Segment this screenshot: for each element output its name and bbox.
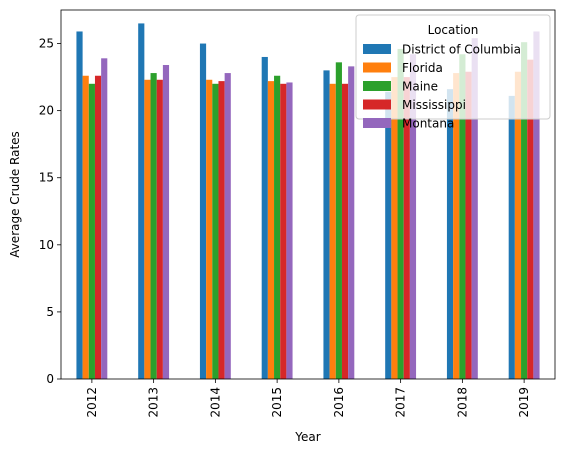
plot-frame xyxy=(60,9,556,380)
x-tick-label: 2014 xyxy=(208,387,222,418)
legend-swatch xyxy=(363,118,391,128)
bar-montana-2018 xyxy=(471,38,478,380)
x-tick-label: 2013 xyxy=(147,387,161,418)
legend-label: Florida xyxy=(402,61,443,75)
bar-montana-2017 xyxy=(409,54,417,379)
bar-florida-2016 xyxy=(329,83,336,380)
y-tick-label: 15 xyxy=(39,171,54,185)
legend-box xyxy=(355,14,551,120)
bar-district-of-columbia-2014 xyxy=(199,43,207,380)
bar-maine-2018 xyxy=(459,54,466,379)
bar-mississippi-2012 xyxy=(94,75,102,379)
legend-label: Mississippi xyxy=(402,98,466,112)
y-axis: 0 5 10 15 20 25 xyxy=(39,37,61,386)
legend-title: Location xyxy=(428,23,479,37)
bar-district-of-columbia-2019 xyxy=(508,95,515,379)
bar-florida-2012 xyxy=(82,75,89,379)
bar-district-of-columbia-2018 xyxy=(446,89,454,380)
legend-swatch xyxy=(363,62,391,73)
bar-district-of-columbia-2013 xyxy=(138,23,145,379)
bar-montana-2014 xyxy=(224,73,231,379)
x-axis: 2012 2013 2014 2015 2016 2017 2018 2019 xyxy=(85,379,531,418)
bar-mississippi-2016 xyxy=(341,83,349,380)
legend-swatch xyxy=(363,44,391,54)
y-axis-title: Average Crude Rates xyxy=(8,131,22,258)
x-tick-label: 2017 xyxy=(394,387,408,418)
bar-district-of-columbia-2012 xyxy=(76,31,83,379)
bar-district-of-columbia-2017 xyxy=(385,91,392,379)
bar-montana-2015 xyxy=(286,82,293,380)
bar-maine-2013 xyxy=(150,73,157,379)
y-tick-label: 5 xyxy=(46,305,54,319)
legend-label: District of Columbia xyxy=(402,43,521,57)
bar-mississippi-2015 xyxy=(280,83,287,380)
bar-maine-2016 xyxy=(335,62,342,379)
x-tick-label: 2016 xyxy=(332,387,346,418)
bar-mississippi-2013 xyxy=(156,79,163,380)
bar-florida-2018 xyxy=(453,73,460,379)
bar-mississippi-2017 xyxy=(403,77,410,379)
bar-montana-2019 xyxy=(533,31,540,379)
legend-swatch xyxy=(363,81,391,91)
bar-maine-2012 xyxy=(88,83,95,380)
y-tick-label: 20 xyxy=(39,104,54,118)
x-tick-label: 2018 xyxy=(455,387,469,418)
bar-maine-2017 xyxy=(397,48,404,379)
bar-florida-2017 xyxy=(391,77,398,379)
bars-group xyxy=(76,23,540,380)
legend: Location District of Columbia Florida Main… xyxy=(355,14,551,131)
y-tick-label: 25 xyxy=(39,37,54,51)
bar-maine-2019 xyxy=(521,42,528,379)
bar-florida-2015 xyxy=(267,81,275,380)
legend-label: Maine xyxy=(402,80,438,94)
legend-items: District of Columbia Florida Maine Mississi… xyxy=(363,43,521,131)
bar-district-of-columbia-2015 xyxy=(261,56,268,380)
bar-montana-2012 xyxy=(101,58,108,380)
x-axis-title: Year xyxy=(294,430,320,444)
bar-maine-2014 xyxy=(212,83,219,380)
bar-mississippi-2019 xyxy=(527,59,534,380)
bar-district-of-columbia-2016 xyxy=(323,70,330,379)
legend-swatch xyxy=(363,99,391,110)
bar-montana-2016 xyxy=(348,66,355,380)
y-tick-label: 0 xyxy=(46,372,54,386)
x-tick-label: 2015 xyxy=(270,387,284,418)
bar-maine-2015 xyxy=(274,75,281,379)
y-tick-label: 10 xyxy=(39,238,54,252)
bar-florida-2014 xyxy=(206,79,213,380)
bar-montana-2013 xyxy=(162,65,170,379)
bar-mississippi-2018 xyxy=(465,71,472,379)
x-tick-label: 2019 xyxy=(517,387,531,418)
bar-florida-2013 xyxy=(144,79,151,380)
bar-mississippi-2014 xyxy=(218,81,225,380)
bar-florida-2019 xyxy=(514,71,522,379)
legend-label: Montana xyxy=(402,117,454,131)
x-tick-label: 2012 xyxy=(85,387,99,418)
